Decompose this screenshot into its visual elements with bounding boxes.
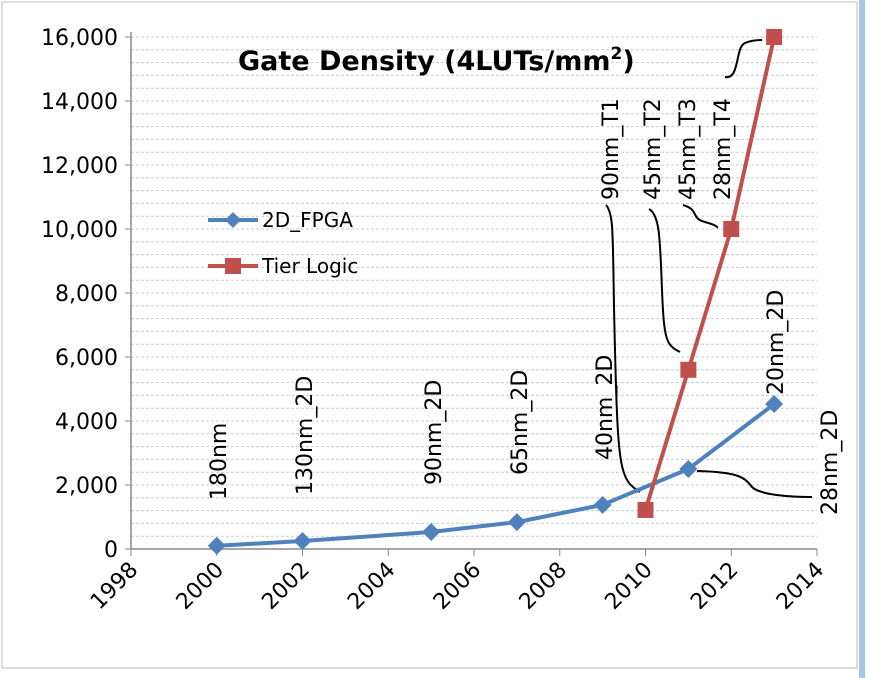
label-leader-lines: [605, 39, 813, 498]
data-label: 28nm_T4: [711, 98, 736, 200]
data-point: [765, 395, 784, 414]
data-point: [679, 460, 698, 478]
data-point: [723, 221, 740, 237]
data-label: 90nm_2D: [422, 380, 447, 485]
y-tick-label: 0: [104, 538, 118, 563]
data-point: [766, 29, 783, 45]
legend-marker: [225, 212, 241, 228]
data-label: 90nm_T1: [599, 98, 624, 200]
data-label: 20nm_2D: [764, 290, 789, 395]
data-point: [637, 501, 654, 518]
y-tick-label: 10,000: [41, 218, 118, 243]
chart-border: [1, 1, 858, 669]
legend-label: Tier Logic: [261, 254, 358, 278]
data-point: [207, 536, 226, 555]
data-label: 28nm_2D: [818, 410, 843, 515]
y-tick-label: 4,000: [55, 410, 118, 435]
y-tick-label: 12,000: [41, 154, 118, 179]
data-point: [507, 513, 526, 532]
y-tick-label: 14,000: [41, 90, 118, 115]
leader-line: [696, 470, 813, 498]
data-label: 45nm_T2: [641, 98, 666, 200]
data-label: 65nm_2D: [508, 370, 533, 475]
legend: 2D_FPGA Tier Logic: [208, 208, 358, 278]
chart-title: Gate Density (4LUTs/mm2): [238, 44, 635, 77]
leader-line: [724, 39, 763, 79]
data-point: [680, 361, 697, 378]
data-point: [293, 532, 312, 550]
legend-marker: [225, 258, 241, 274]
data-label: 130nm_2D: [293, 376, 318, 495]
data-label: 45nm_T3: [676, 98, 701, 200]
leader-line: [682, 204, 719, 229]
legend-label: 2D_FPGA: [262, 208, 353, 232]
y-tick-label: 8,000: [55, 282, 118, 307]
data-point: [422, 523, 441, 542]
leader-line: [648, 208, 681, 353]
data-label: 40nm_2D: [593, 355, 618, 460]
y-tick-label: 16,000: [41, 26, 118, 51]
data-point: [593, 495, 612, 514]
y-tick-label: 2,000: [55, 474, 118, 499]
data-label: 180nm: [207, 423, 232, 500]
series-line-Tier Logic: [643, 36, 777, 511]
y-tick-label: 6,000: [55, 346, 118, 371]
leader-line: [605, 204, 641, 493]
